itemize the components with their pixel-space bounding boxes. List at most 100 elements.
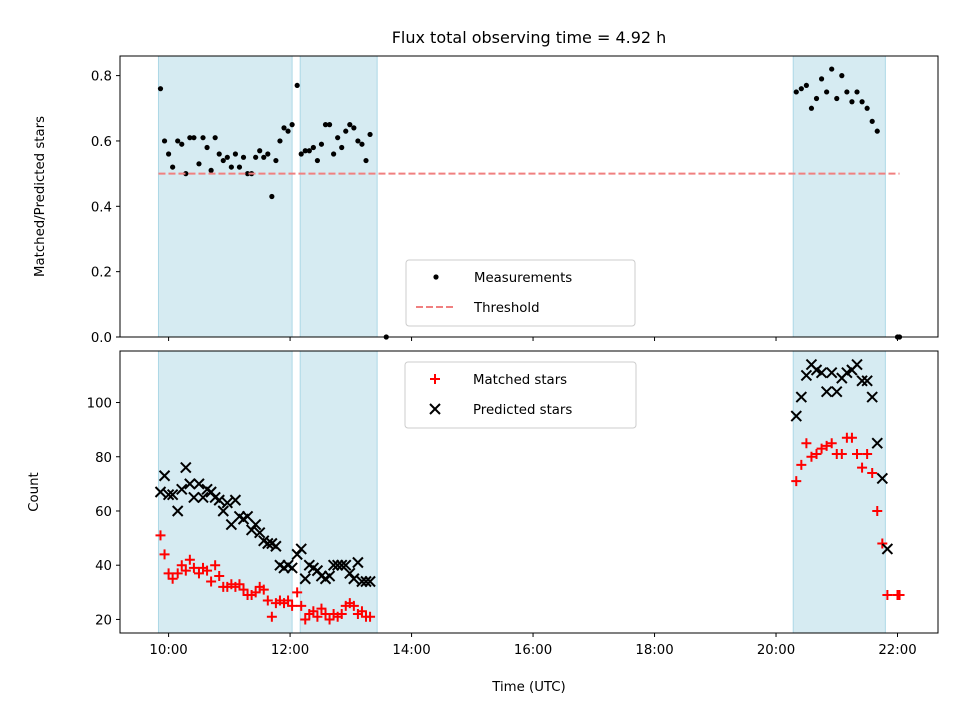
- legend-item-predicted-stars: Predicted stars: [429, 403, 572, 418]
- measurements-point-35: [298, 151, 304, 157]
- predicted-stars-point-5: [171, 505, 184, 517]
- measurements-point-13: [208, 167, 214, 173]
- matched-stars-point-13: [206, 576, 217, 587]
- measurements-point-63: [839, 73, 845, 79]
- predicted-stars-point-67: [861, 375, 873, 387]
- matched-stars-point-9: [188, 562, 199, 573]
- predicted-stars-point-51: [360, 575, 372, 588]
- bottom-y-tick-label-100: 100: [87, 397, 112, 412]
- predicted-stars-point-24: [249, 518, 262, 531]
- predicted-stars-point-1: [154, 486, 167, 498]
- measurements-point-36: [302, 148, 308, 154]
- matched-stars-point-40: [316, 603, 327, 614]
- matched-stars-point-39: [312, 611, 323, 622]
- bottom-panel: 10:00 12:00 14:00 16:00 18:00 20:00 22:00 20 40…: [27, 350, 939, 695]
- matched-stars-point-57: [811, 449, 822, 460]
- matched-stars-point-73: [894, 590, 905, 601]
- matched-stars-point-3: [163, 568, 174, 579]
- measurements-point-6: [179, 141, 185, 147]
- top-panel: 0.0 0.2 0.4 0.6 0.8 Flux total observing tim…: [33, 28, 939, 346]
- top-panel-frame: [119, 55, 939, 338]
- x-tick-label-14-00: 14:00: [392, 643, 430, 658]
- matched-stars-point-34: [292, 587, 303, 598]
- measurements-point-4: [170, 164, 176, 170]
- matched-stars-point-36: [300, 614, 311, 625]
- predicted-stars-point-66: [856, 375, 868, 387]
- measurements-point-47: [347, 122, 353, 128]
- measurements-point-44: [335, 135, 341, 141]
- x-tick-label-16-00: 16:00: [514, 643, 552, 658]
- measurements-point-7: [183, 171, 189, 177]
- matched-stars-point-35: [296, 600, 307, 611]
- measurements-point-28: [269, 193, 275, 200]
- predicted-stars-point-36: [299, 573, 311, 585]
- predicted-stars-point-69: [871, 437, 883, 449]
- measurements-point-30: [277, 138, 283, 144]
- matched-stars-point-65: [852, 449, 863, 460]
- measurements-point-15: [216, 151, 222, 157]
- matched-stars-point-48: [348, 600, 359, 611]
- matched-stars-point-55: [801, 438, 812, 449]
- x-tick-label-20-00: 20:00: [757, 643, 795, 658]
- measurements-point-67: [859, 99, 865, 105]
- matched-stars-point-15: [214, 571, 225, 582]
- measurements-point-8: [187, 135, 193, 141]
- measurements-point-58: [813, 95, 820, 102]
- bottom-panel-frame: [119, 350, 939, 634]
- bottom-y-tick-label-40: 40: [95, 559, 112, 574]
- predicted-stars-point-48: [348, 573, 360, 585]
- matched-stars-point-69: [872, 505, 883, 516]
- top-y-tick-label-0-6: 0.6: [91, 135, 112, 150]
- measurements-point-45: [339, 144, 345, 151]
- matched-stars-point-2: [159, 549, 170, 560]
- legend-label-matched-stars: Matched stars: [473, 373, 567, 388]
- bottom-y-tick-label-20: 20: [95, 613, 112, 628]
- measurements-point-17: [224, 154, 230, 160]
- measurements-point-60: [824, 89, 830, 95]
- measurements-point-66: [854, 89, 860, 95]
- matched-stars-point-71: [882, 590, 893, 601]
- predicted-stars-point-11: [197, 491, 209, 504]
- predicted-stars-point-53: [790, 410, 802, 422]
- top-panel-marks: [157, 66, 903, 340]
- bottom-panel-marks: [154, 358, 905, 625]
- matched-stars-point-12: [202, 565, 213, 576]
- matched-stars-point-1: [155, 530, 166, 541]
- measurements-point-69: [869, 118, 875, 124]
- top-y-tick-label-0-0: 0.0: [91, 331, 112, 346]
- measurements-point-61: [829, 66, 835, 72]
- measurements-point-29: [273, 157, 279, 164]
- matched-stars-point-14: [210, 560, 221, 571]
- top-shaded-interval-3: [792, 55, 886, 338]
- predicted-stars-point-10: [193, 478, 205, 490]
- top-panel-x-ticks: [168, 337, 899, 341]
- legend-swatch-predicted-stars: [429, 403, 441, 415]
- measurements-point-70: [874, 128, 880, 134]
- matched-stars-point-53: [791, 476, 802, 487]
- predicted-stars-point-2: [158, 470, 171, 482]
- predicted-stars-point-29: [270, 540, 282, 552]
- measurements-point-12: [204, 144, 210, 151]
- predicted-stars-point-70: [876, 472, 889, 485]
- matched-stars-point-68: [867, 468, 878, 479]
- predicted-stars-point-4: [166, 489, 179, 501]
- top-shaded-interval-2: [299, 55, 378, 338]
- predicted-stars-point-42: [323, 570, 336, 582]
- measurements-point-49: [355, 138, 361, 144]
- measurements-point-16: [220, 157, 226, 164]
- measurements-point-64: [844, 89, 850, 95]
- matched-stars-point-62: [836, 449, 847, 460]
- matched-stars-point-59: [821, 440, 832, 451]
- matched-stars-point-66: [857, 462, 868, 473]
- predicted-stars-point-49: [352, 556, 364, 569]
- measurements-point-55: [798, 86, 804, 92]
- predicted-stars-point-25: [254, 526, 266, 539]
- measurements-point-3: [165, 151, 172, 157]
- matched-stars-point-64: [846, 432, 857, 443]
- predicted-stars-point-50: [356, 575, 368, 588]
- measurements-point-48: [351, 125, 357, 131]
- measurements-point-33: [289, 122, 295, 128]
- predicted-stars-point-6: [176, 483, 188, 495]
- measurements-point-1: [157, 86, 164, 92]
- measurements-point-14: [212, 135, 218, 141]
